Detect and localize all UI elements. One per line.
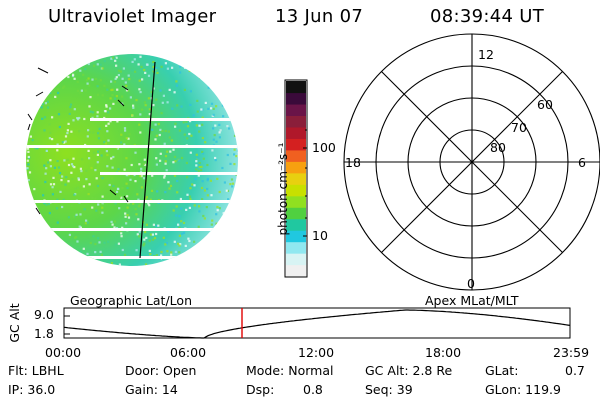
color-bar-segment — [286, 115, 306, 128]
mode-info: Mode: Normal — [246, 363, 334, 378]
timeline-ytick-1.8: 1.8 — [34, 326, 54, 341]
timeline-frame — [63, 307, 571, 339]
color-bar-segment — [286, 184, 306, 197]
color-bar-segment — [286, 207, 306, 220]
timeline-xtick-1800: 18:00 — [425, 345, 462, 360]
gain-info: Gain: 14 — [125, 382, 178, 397]
color-bar-segment — [286, 195, 306, 208]
seq-info: Seq: 39 — [365, 382, 413, 397]
glon-info: GLon: 119.9 — [485, 382, 561, 397]
timeline-xtick-2359: 23:59 — [553, 345, 590, 360]
dsp-label: Dsp: — [246, 382, 275, 397]
timeline-xtick-0000: 00:00 — [45, 345, 82, 360]
lat-label-60: 60 — [537, 97, 553, 112]
filter-info: Flt: LBHL — [8, 363, 64, 378]
glat-value: 0.7 — [565, 363, 585, 378]
timeline-xtick-1200: 12:00 — [298, 345, 335, 360]
timeline-ylabel: GC Alt — [7, 303, 22, 343]
imager-title: Ultraviolet Imager — [48, 6, 217, 27]
timeline-right-label: Apex MLat/MLT — [425, 293, 519, 308]
door-info: Door: Open — [125, 363, 197, 378]
color-bar-segment — [286, 138, 306, 151]
uv-image-disk — [26, 54, 238, 266]
image-data-gaps — [26, 118, 238, 259]
terminator-line — [139, 61, 156, 259]
color-bar-segment — [286, 149, 306, 162]
color-bar-frame — [284, 79, 308, 278]
mlt-label-6: 6 — [578, 155, 586, 170]
gc-alt-info: GC Alt: 2.8 Re — [365, 363, 453, 378]
color-bar-segment — [286, 241, 306, 254]
colorbar-unit-label: photon cm⁻²s⁻¹ — [276, 142, 290, 236]
dsp-value: 0.8 — [303, 382, 323, 397]
timeline-ytick-9: 9.0 — [34, 307, 54, 322]
colorbar-tick-100: 100 — [312, 140, 336, 155]
color-bar-segment — [286, 126, 306, 139]
color-bar-ticks — [303, 129, 307, 237]
color-bar-segment — [286, 264, 306, 277]
timeline-left-label: Geographic Lat/Lon — [70, 293, 192, 308]
color-bar-segment — [286, 81, 306, 94]
altitude-timeline — [63, 307, 571, 339]
color-bar-segment — [286, 161, 306, 174]
lat-label-70: 70 — [511, 120, 527, 135]
image-date: 13 Jun 07 — [275, 6, 364, 27]
color-bar-segment — [286, 230, 306, 243]
timeline-ticks — [64, 315, 70, 335]
mlt-line-diag2 — [381, 71, 563, 253]
mlt-label-12: 12 — [478, 47, 494, 62]
image-time: 08:39:44 UT — [430, 6, 545, 27]
timeline-xtick-0600: 06:00 — [170, 345, 207, 360]
color-bar-segment — [286, 218, 306, 231]
ip-info: IP: 36.0 — [8, 382, 56, 397]
mlt-label-18: 18 — [345, 155, 361, 170]
polar-grid — [343, 33, 600, 291]
altitude-curve — [63, 309, 571, 339]
mlt-label-0: 0 — [467, 276, 475, 291]
color-bar-segment — [286, 103, 306, 117]
color-bar-segment — [286, 253, 306, 266]
color-bar — [284, 79, 308, 278]
color-bar-segment — [286, 92, 306, 105]
colorbar-tick-10: 10 — [312, 228, 328, 243]
color-bar-segment — [286, 172, 306, 185]
coastline-marks — [27, 67, 129, 215]
lat-label-80: 80 — [490, 140, 506, 155]
glat-label: GLat: — [485, 363, 519, 378]
